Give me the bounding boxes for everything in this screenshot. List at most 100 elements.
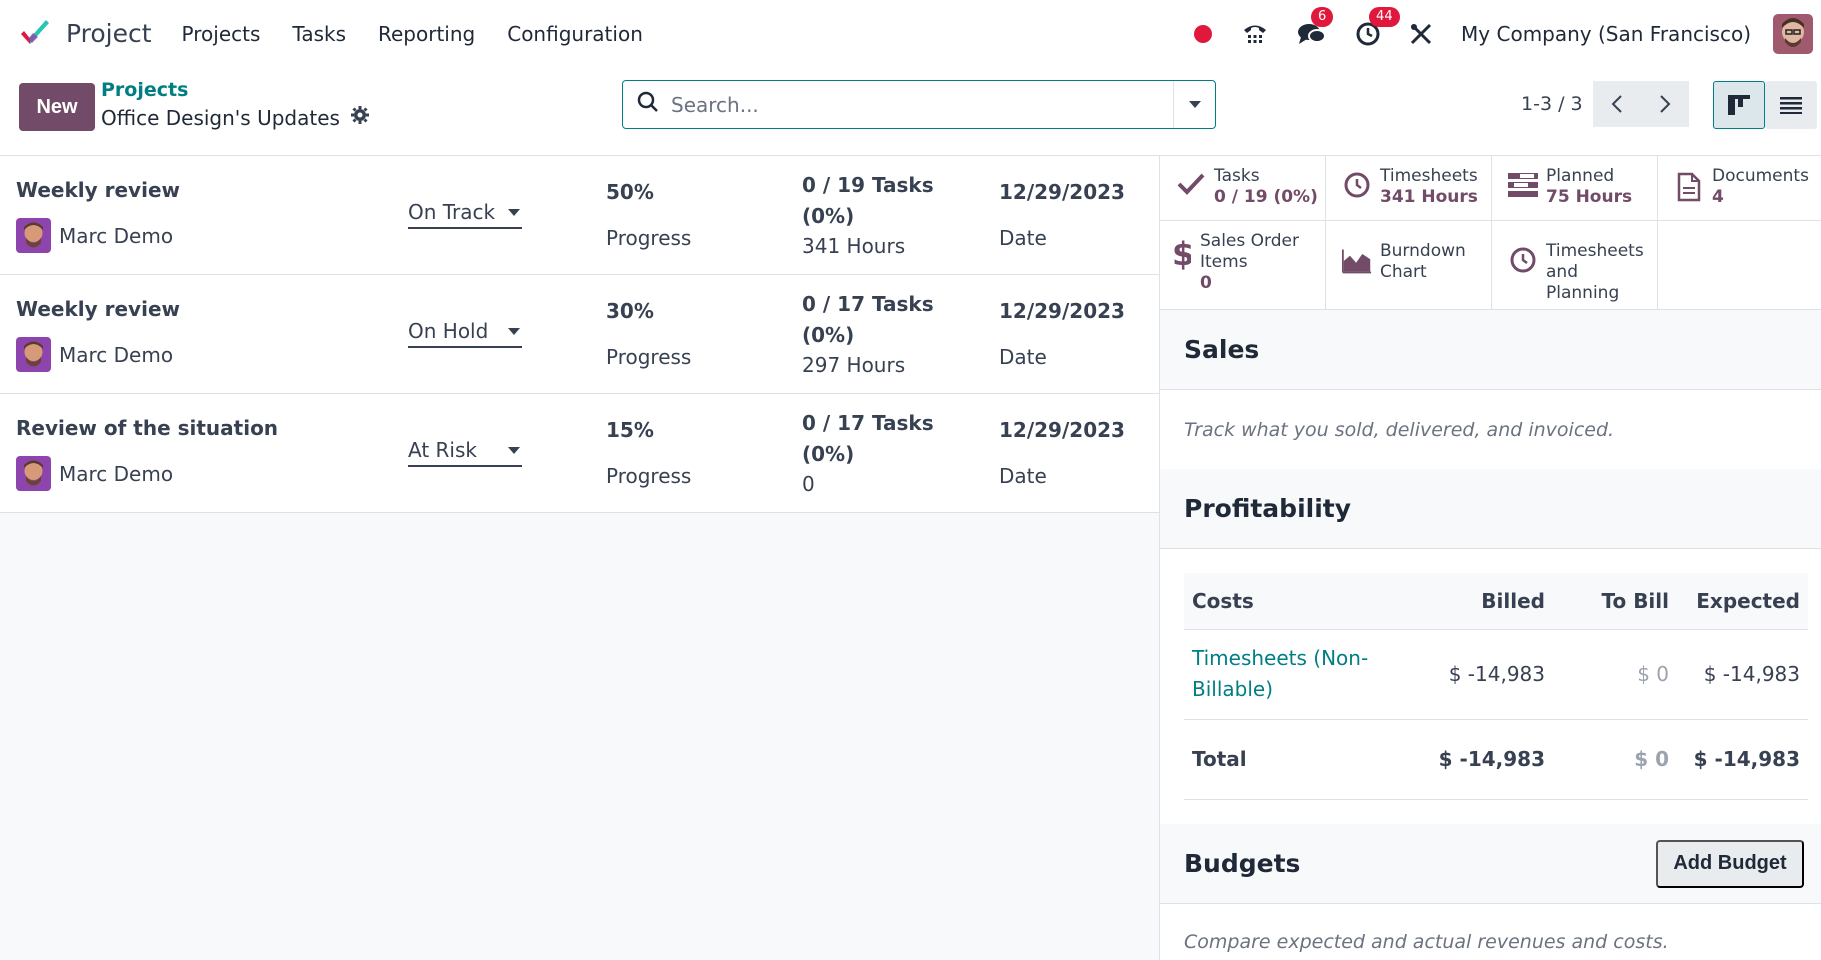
chevron-left-icon [1611,95,1622,113]
pager-value[interactable]: 1-3 / 3 [1521,93,1583,115]
stat-documents-label: Documents [1712,166,1809,186]
tasks-summary: 0 / 17 Tasks (0%) [802,292,934,347]
profitability-section-header: Profitability [1160,469,1821,549]
update-user: Marc Demo [16,218,173,253]
stat-sales-order-value: 0 [1200,273,1212,293]
recording-dot-icon[interactable] [1193,24,1213,44]
sales-section-header: Sales [1160,310,1821,390]
stat-sales-order-items-button[interactable]: $ Sales Order Items 0 [1160,221,1326,309]
kanban-view-button[interactable] [1713,81,1765,129]
status-select[interactable]: On Hold [408,319,522,348]
caret-down-icon [508,208,520,216]
pager-previous-button[interactable] [1593,81,1641,127]
update-row[interactable]: Weekly review Marc Demo On Track 50% Pro… [0,156,1159,275]
breadcrumb-projects-link[interactable]: Projects [101,79,189,101]
pager-next-button[interactable] [1641,81,1689,127]
caret-down-icon [508,327,520,335]
stat-timesheets-planning-button[interactable]: Timesheets and Planning [1492,221,1658,309]
stat-documents-button[interactable]: Documents 4 [1658,156,1821,221]
total-label: Total [1184,719,1416,800]
breadcrumb-current: Office Design's Updates [101,105,370,130]
user-avatar-icon[interactable] [16,456,51,491]
list-view-button[interactable] [1765,81,1817,129]
search-icon [637,91,659,118]
activities-clock-icon[interactable]: 44 [1355,6,1400,47]
stat-timesheets-planning-label-2: and Planning [1546,262,1620,303]
stat-timesheets-value: 341 Hours [1380,187,1478,207]
progress-label: Progress [606,345,692,369]
project-overview-panel: Tasks 0 / 19 (0%) Timesheets 341 Hours P… [1159,156,1821,960]
status-select[interactable]: At Risk [408,438,522,467]
caret-down-icon [1188,100,1201,108]
row-label-line-1: Timesheets (Non- [1192,646,1369,670]
status-label: On Track [408,200,496,224]
stat-burndown-button[interactable]: Burndown Chart [1326,221,1492,309]
progress-value: 30% [606,299,654,323]
stat-timesheets-planning-label-1: Timesheets [1546,241,1644,261]
tasks-list-icon [1508,172,1538,198]
user-avatar-icon[interactable] [1773,13,1813,54]
total-expected: $ -14,983 [1677,719,1808,800]
kanban-icon [1728,95,1750,115]
update-name: Weekly review [16,178,180,202]
date-label: Date [999,464,1047,488]
update-row[interactable]: Review of the situation Marc Demo At Ris… [0,394,1159,513]
progress-label: Progress [606,464,692,488]
menu-reporting[interactable]: Reporting [378,21,476,46]
user-name: Marc Demo [59,342,174,367]
progress-label: Progress [606,226,692,250]
menu-configuration[interactable]: Configuration [507,21,643,46]
status-select[interactable]: On Track [408,200,522,229]
total-row: Total $ -14,983 $ 0 $ -14,983 [1184,719,1808,800]
timesheets-non-billable-link[interactable]: Timesheets (Non- Billable) [1184,629,1416,720]
stat-documents-value: 4 [1712,187,1724,207]
main-menu: Projects Tasks Reporting Configuration [182,22,675,46]
stat-tasks-label: Tasks [1214,166,1260,186]
chevron-right-icon [1660,95,1671,113]
app-name: Project [66,19,152,48]
messages-icon[interactable]: 6 [1297,6,1334,47]
phone-icon[interactable] [1241,21,1269,47]
sales-hint: Track what you sold, delivered, and invo… [1184,418,1615,441]
hours-value: 341 Hours [802,234,906,258]
stat-tasks-value: 0 / 19 (0%) [1214,187,1318,207]
stat-planned-button[interactable]: Planned 75 Hours [1492,156,1658,221]
new-button[interactable]: New [19,83,95,131]
breadcrumb-current-label: Office Design's Updates [101,105,340,130]
search-options-toggle[interactable] [1173,81,1215,128]
stat-planned-label: Planned [1546,166,1615,186]
company-switcher[interactable]: My Company (San Francisco) [1461,21,1751,46]
app-brand[interactable]: Project [18,17,152,51]
stat-planned-value: 75 Hours [1546,187,1633,207]
project-app-icon [18,17,52,51]
cell-billed: $ -14,983 [1416,629,1553,720]
date-value: 12/29/2023 [999,418,1125,442]
debug-tools-icon[interactable] [1409,22,1433,46]
user-avatar-icon[interactable] [16,218,51,253]
date-label: Date [999,226,1047,250]
menu-projects[interactable]: Projects [181,21,261,46]
stat-timesheets-label: Timesheets [1380,166,1478,186]
svg-text:$: $ [1172,237,1191,271]
messages-badge: 6 [1311,6,1334,27]
user-avatar-icon[interactable] [16,337,51,372]
stat-timesheets-button[interactable]: Timesheets 341 Hours [1326,156,1492,221]
check-icon [1176,172,1206,196]
date-value: 12/29/2023 [999,299,1125,323]
sales-title: Sales [1184,335,1260,364]
update-user: Marc Demo [16,337,173,372]
search-input[interactable] [671,92,1151,117]
gear-icon[interactable] [350,105,370,130]
project-updates-list: Weekly review Marc Demo On Track 50% Pro… [0,156,1159,960]
date-value: 12/29/2023 [999,180,1125,204]
stat-empty-cell [1658,221,1821,309]
update-row[interactable]: Weekly review Marc Demo On Hold 30% Prog… [0,275,1159,394]
stat-tasks-button[interactable]: Tasks 0 / 19 (0%) [1160,156,1326,221]
activities-badge: 44 [1369,6,1400,27]
stat-burndown-label-2: Chart [1380,262,1427,282]
row-label-line-2: Billable) [1192,677,1274,701]
update-user: Marc Demo [16,456,173,491]
add-budget-button[interactable]: Add Budget [1656,839,1804,888]
menu-tasks[interactable]: Tasks [292,21,346,46]
area-chart-icon [1342,247,1372,275]
